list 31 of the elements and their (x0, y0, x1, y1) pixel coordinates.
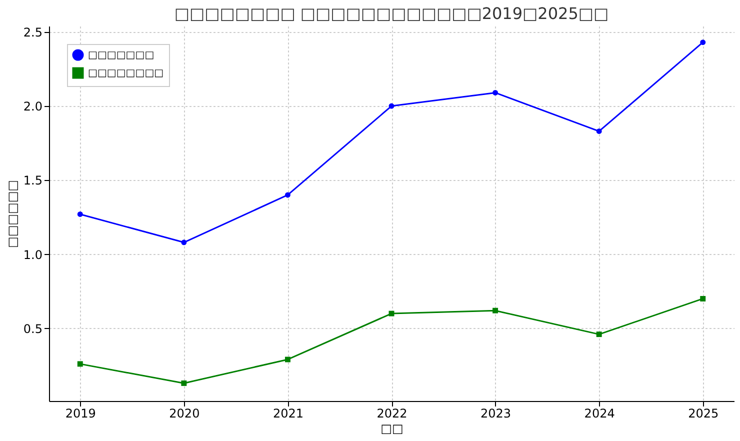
point (77, 361, 83, 367)
x-tick-label: 2022 (376, 406, 408, 420)
x-tick-label: 2020 (169, 406, 200, 420)
point (492, 308, 498, 314)
x-tick-label: 2019 (65, 406, 96, 420)
point (77, 212, 83, 217)
point (596, 128, 602, 134)
x-tick-label: 2024 (584, 406, 615, 420)
y-tick-label: 1.5 (23, 174, 42, 188)
point (284, 356, 290, 362)
legend-label: □□□□□□□ (88, 50, 154, 61)
point (596, 332, 602, 338)
point (181, 240, 187, 246)
point (492, 90, 498, 96)
chart-title: □□□□□□□□ □□□□□□□□□□□□2019□2025□□ (174, 4, 609, 23)
x-tick-label: 2025 (688, 406, 719, 420)
x-tick-label: 2023 (480, 406, 512, 420)
legend-label: □□□□□□□□ (88, 68, 164, 79)
x-tick-label: 2021 (272, 406, 304, 420)
point (181, 380, 187, 386)
point (700, 40, 706, 46)
point (388, 310, 394, 316)
y-axis-title: □□□□□□ (5, 180, 20, 248)
point (700, 296, 706, 302)
point (284, 192, 290, 198)
x-axis-title: □□ (380, 422, 404, 436)
y-tick-label: 2.5 (23, 25, 42, 40)
y-tick-label: 1.0 (23, 248, 42, 262)
y-tick-label: 0.5 (23, 322, 42, 336)
point (388, 103, 394, 109)
y-tick-label: 2.0 (23, 100, 42, 114)
